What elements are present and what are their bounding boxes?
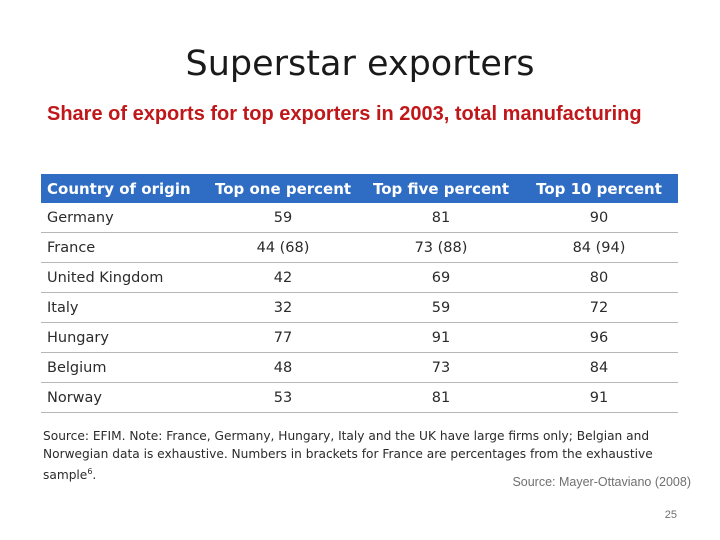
column-header-country: Country of origin: [41, 174, 205, 203]
slide-title: Superstar exporters: [185, 44, 535, 84]
value-cell: 84: [519, 352, 678, 383]
value-cell: 44 (68): [204, 232, 362, 263]
value-cell: 77: [204, 322, 362, 353]
value-cell: 81: [362, 203, 520, 233]
country-cell: United Kingdom: [41, 262, 205, 293]
value-cell: 42: [204, 262, 362, 293]
value-cell: 32: [204, 292, 362, 323]
table-row: France 44 (68) 73 (88) 84 (94): [41, 232, 678, 263]
value-cell: 91: [519, 382, 678, 413]
value-cell: 48: [204, 352, 362, 383]
value-cell: 72: [519, 292, 678, 323]
note-end: .: [92, 468, 97, 483]
country-cell: Norway: [41, 382, 205, 413]
country-cell: Germany: [41, 203, 205, 233]
country-cell: France: [41, 232, 205, 263]
value-cell: 59: [204, 203, 362, 233]
table-row: Italy 32 59 72: [41, 292, 678, 323]
table-source-note: Source: EFIM. Note: France, Germany, Hun…: [43, 427, 683, 484]
slide-subtitle: Share of exports for top exporters in 20…: [47, 103, 642, 125]
exporters-table: Country of origin Top one percent Top fi…: [41, 174, 678, 413]
column-header-top-10-percent: Top 10 percent: [519, 174, 678, 203]
value-cell: 96: [519, 322, 678, 353]
value-cell: 90: [519, 203, 678, 233]
value-cell: 73 (88): [362, 232, 520, 263]
footnote-marker: 6: [87, 467, 93, 476]
value-cell: 80: [519, 262, 678, 293]
column-header-top-one-percent: Top one percent: [204, 174, 362, 203]
value-cell: 59: [362, 292, 520, 323]
table-row: United Kingdom 42 69 80: [41, 262, 678, 293]
table-row: Norway 53 81 91: [41, 382, 678, 413]
note-text: Source: EFIM. Note: France, Germany, Hun…: [43, 429, 653, 483]
value-cell: 91: [362, 322, 520, 353]
value-cell: 73: [362, 352, 520, 383]
country-cell: Hungary: [41, 322, 205, 353]
source-citation: Source: Mayer-Ottaviano (2008): [512, 475, 691, 489]
table-row: Belgium 48 73 84: [41, 352, 678, 383]
table-row: Hungary 77 91 96: [41, 322, 678, 353]
value-cell: 84 (94): [519, 232, 678, 263]
page-number: 25: [664, 509, 677, 521]
table-header-row: Country of origin Top one percent Top fi…: [41, 174, 678, 203]
value-cell: 69: [362, 262, 520, 293]
value-cell: 53: [204, 382, 362, 413]
table-row: Germany 59 81 90: [41, 203, 678, 233]
column-header-top-five-percent: Top five percent: [362, 174, 520, 203]
value-cell: 81: [362, 382, 520, 413]
country-cell: Belgium: [41, 352, 205, 383]
country-cell: Italy: [41, 292, 205, 323]
